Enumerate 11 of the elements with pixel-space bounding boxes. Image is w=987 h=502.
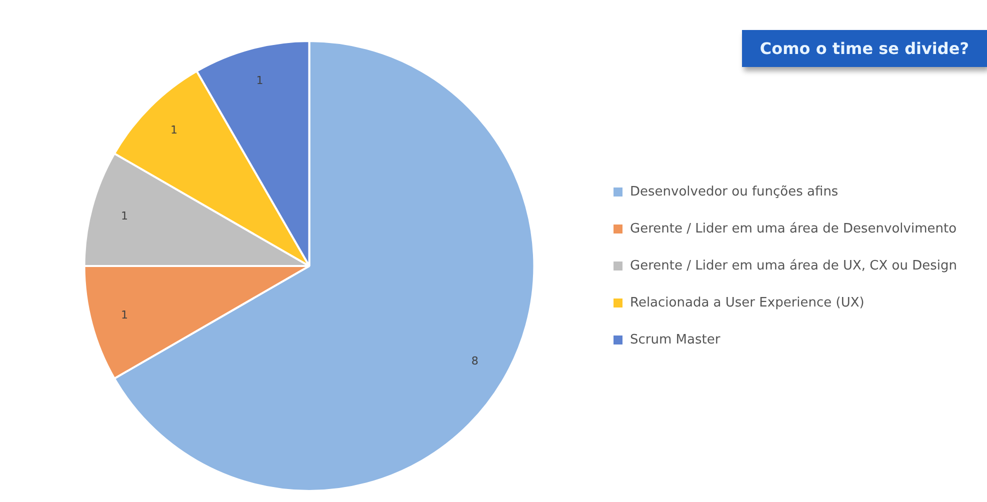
legend-label: Gerente / Lider em uma área de Desenvolvimento [630,221,957,236]
data-label: 8 [471,354,478,368]
data-label: 1 [121,308,128,322]
data-label: 1 [170,124,178,137]
legend-label: Gerente / Lider em uma área de UX, CX ou Design [630,258,957,274]
data-label: 1 [121,209,128,222]
chart-title: Como o time se divide? [742,30,987,67]
legend-label: Desenvolvedor ou funções afins [630,184,838,200]
legend-label: Relacionada a User Experience (UX) [630,295,864,310]
data-label: 1 [256,74,264,88]
legend-label: Scrum Master [630,332,721,348]
